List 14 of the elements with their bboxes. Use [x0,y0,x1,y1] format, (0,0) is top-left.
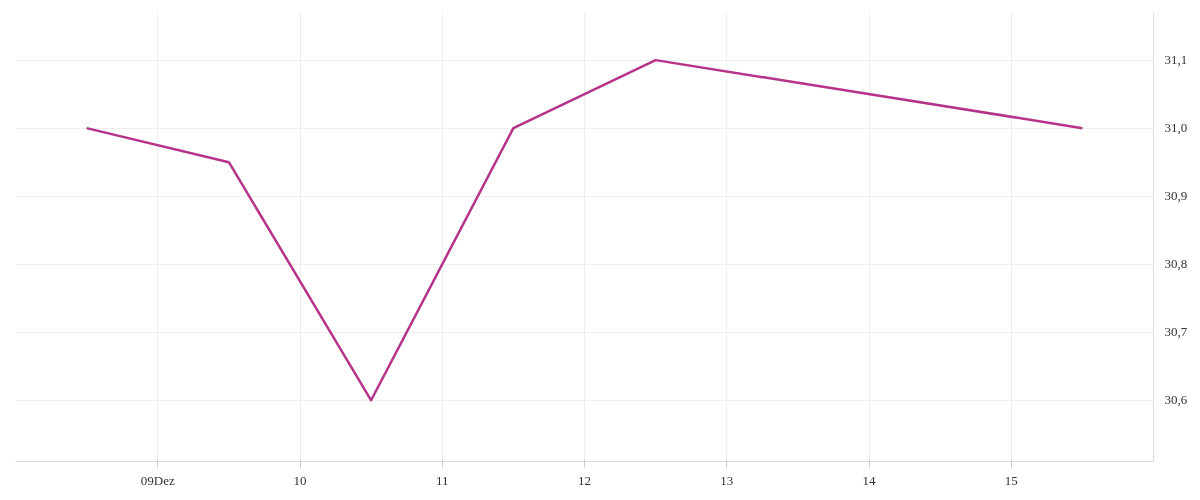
x-tick-label: 13 [720,472,734,488]
y-tick-label: 30,6 [1164,392,1188,408]
x-tick-label: 14 [862,472,876,488]
y-tick-label: 30,7 [1164,324,1188,340]
x-tick-label: 11 [435,472,449,488]
y-tick-label: 30,8 [1164,256,1188,272]
x-tick-label: 10 [293,472,307,488]
x-tick-label: 12 [578,472,591,488]
x-tick-label: 15 [1004,472,1018,488]
y-tick-label: 30,9 [1164,188,1188,204]
x-tick-label: 09Dez [140,472,175,488]
line-series [85,58,1084,402]
y-tick-label: 31,0 [1164,120,1188,136]
y-tick-label: 31,1 [1164,52,1188,68]
